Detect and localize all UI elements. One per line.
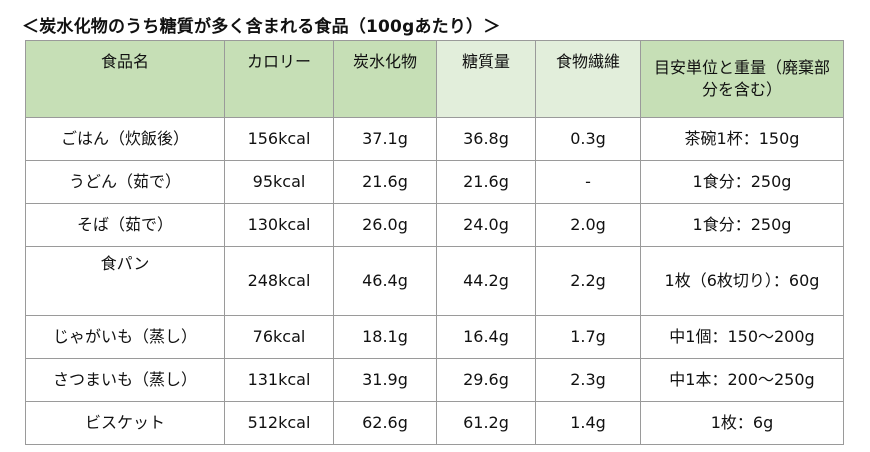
cell-sugar: 36.8g xyxy=(436,117,536,161)
cell-fiber: 1.4g xyxy=(535,401,641,445)
cell-food-name: ビスケット xyxy=(25,401,225,445)
cell-calories: 131kcal xyxy=(224,358,334,402)
cell-sugar: 61.2g xyxy=(436,401,536,445)
cell-food-name: 食パン xyxy=(25,246,225,316)
cell-food-name: さつまいも（蒸し） xyxy=(25,358,225,402)
header-portion: 目安単位と重量（廃棄部分を含む） xyxy=(640,40,844,118)
table-row: さつまいも（蒸し） 131kcal 31.9g 29.6g 2.3g 中1本：200〜25… xyxy=(25,358,844,402)
header-sugar: 糖質量 xyxy=(436,40,536,118)
cell-fiber: 2.2g xyxy=(535,246,641,316)
cell-portion: 茶碗1杯：150g xyxy=(640,117,844,161)
cell-fiber: 2.3g xyxy=(535,358,641,402)
cell-calories: 130kcal xyxy=(224,203,334,247)
table-row: じゃがいも（蒸し） 76kcal 18.1g 16.4g 1.7g 中1個：150〜200… xyxy=(25,315,844,359)
cell-fiber: 0.3g xyxy=(535,117,641,161)
cell-calories: 248kcal xyxy=(224,246,334,316)
carb-foods-table: 食品名 カロリー 炭水化物 糖質量 食物繊維 目安単位と重量（廃棄部分を含む） … xyxy=(25,40,844,445)
header-food-name: 食品名 xyxy=(25,40,225,118)
cell-fiber: 2.0g xyxy=(535,203,641,247)
cell-portion: 1枚（6枚切り）：60g xyxy=(640,246,844,316)
cell-carbohydrate: 62.6g xyxy=(333,401,437,445)
cell-fiber: - xyxy=(535,160,641,204)
cell-sugar: 21.6g xyxy=(436,160,536,204)
cell-food-name: じゃがいも（蒸し） xyxy=(25,315,225,359)
cell-carbohydrate: 26.0g xyxy=(333,203,437,247)
table-row: 食パン 248kcal 46.4g 44.2g 2.2g 1枚（6枚切り）：60g xyxy=(25,246,844,316)
cell-portion: 中1個：150〜200g xyxy=(640,315,844,359)
cell-sugar: 44.2g xyxy=(436,246,536,316)
cell-sugar: 16.4g xyxy=(436,315,536,359)
table-row: うどん（茹で） 95kcal 21.6g 21.6g -1食分：250g xyxy=(25,160,844,204)
header-fiber: 食物繊維 xyxy=(535,40,641,118)
cell-calories: 76kcal xyxy=(224,315,334,359)
header-carbohydrate: 炭水化物 xyxy=(333,40,437,118)
cell-food-name: うどん（茹で） xyxy=(25,160,225,204)
cell-carbohydrate: 46.4g xyxy=(333,246,437,316)
cell-sugar: 24.0g xyxy=(436,203,536,247)
cell-carbohydrate: 21.6g xyxy=(333,160,437,204)
cell-portion: 1食分：250g xyxy=(640,160,844,204)
cell-portion: 1枚：6g xyxy=(640,401,844,445)
cell-portion: 1食分：250g xyxy=(640,203,844,247)
cell-calories: 156kcal xyxy=(224,117,334,161)
cell-calories: 95kcal xyxy=(224,160,334,204)
cell-fiber: 1.7g xyxy=(535,315,641,359)
cell-carbohydrate: 37.1g xyxy=(333,117,437,161)
cell-calories: 512kcal xyxy=(224,401,334,445)
cell-food-name: ごはん（炊飯後） xyxy=(25,117,225,161)
cell-sugar: 29.6g xyxy=(436,358,536,402)
cell-carbohydrate: 18.1g xyxy=(333,315,437,359)
table-row: ビスケット 512kcal 62.6g 61.2g 1.4g 1枚：6g xyxy=(25,401,844,445)
table-row: そば（茹で） 130kcal 26.0g 24.0g 2.0g 1食分：250g xyxy=(25,203,844,247)
table-row: ごはん（炊飯後） 156kcal 37.1g 36.8g 0.3g 茶碗1杯：150g xyxy=(25,117,844,161)
cell-food-name: そば（茹で） xyxy=(25,203,225,247)
header-calories: カロリー xyxy=(224,40,334,118)
cell-carbohydrate: 31.9g xyxy=(333,358,437,402)
header-row: 食品名 カロリー 炭水化物 糖質量 食物繊維 目安単位と重量（廃棄部分を含む） xyxy=(25,40,844,118)
page-title: ＜炭水化物のうち糖質が多く含まれる食品（100gあたり）＞ xyxy=(22,17,501,37)
cell-portion: 中1本：200〜250g xyxy=(640,358,844,402)
